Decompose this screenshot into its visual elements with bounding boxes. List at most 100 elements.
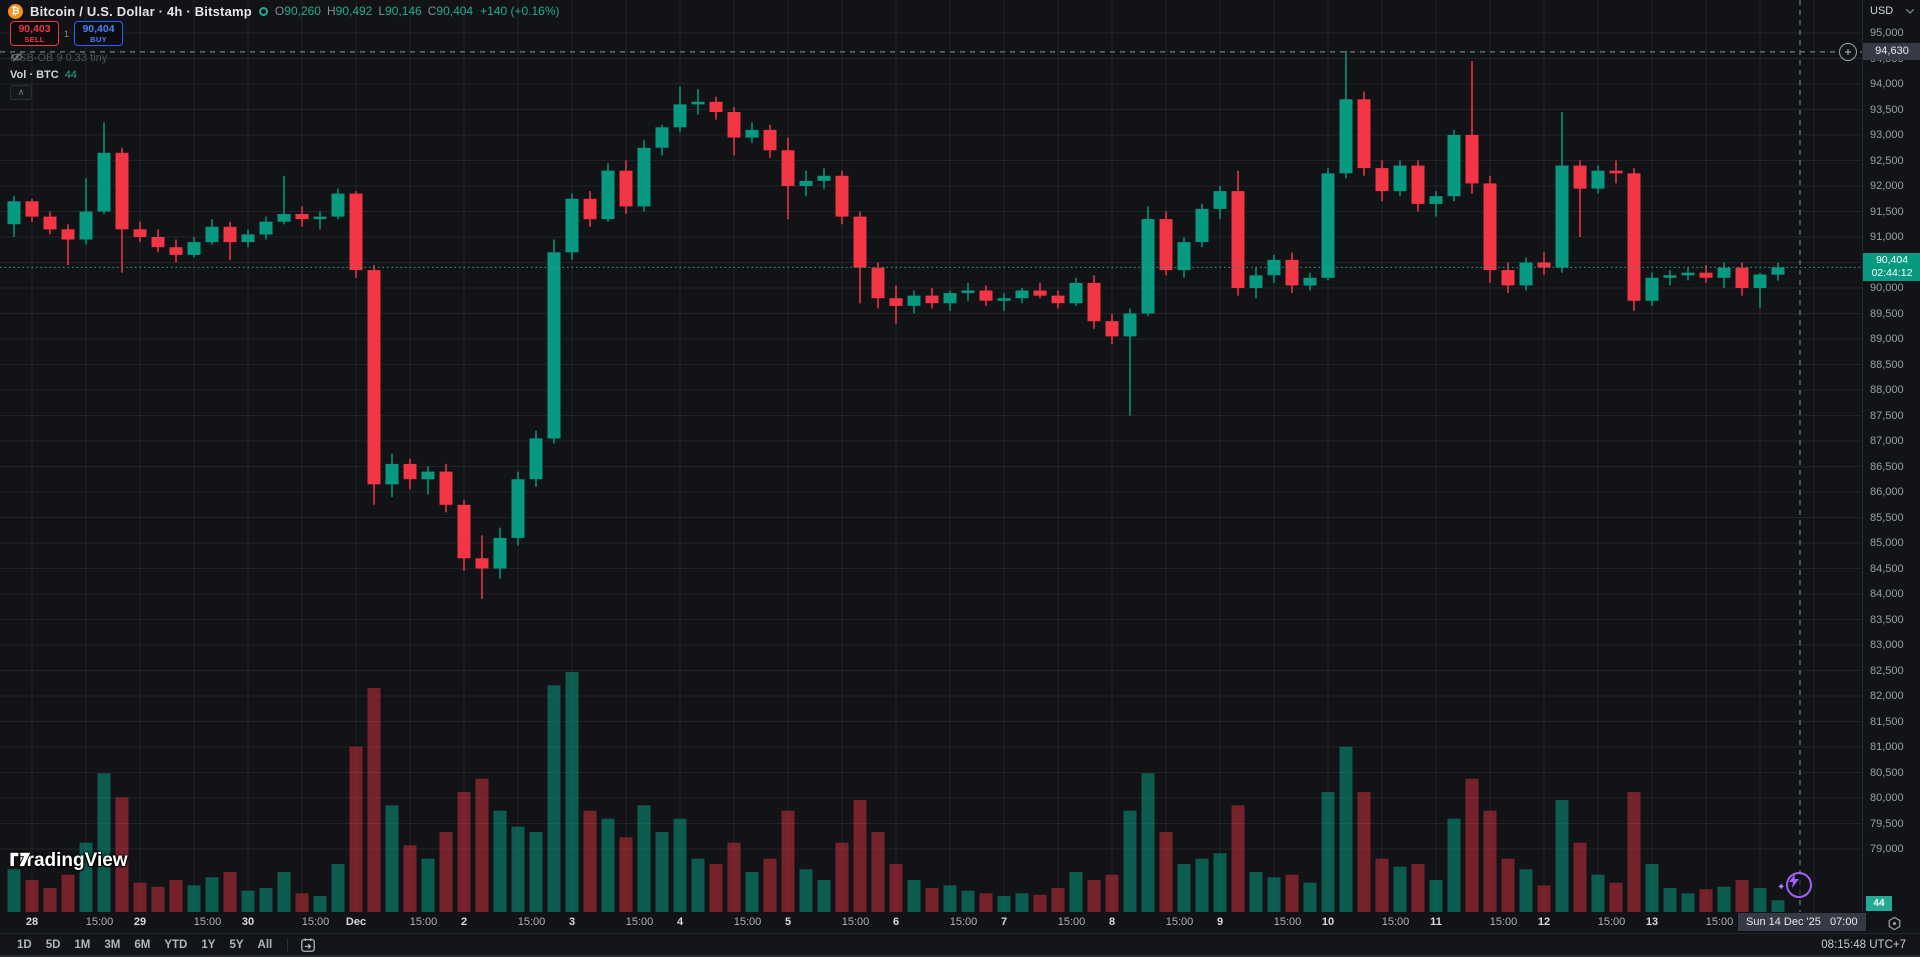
time-tick-intraday: 15:00 [1381, 916, 1410, 928]
price-tick: 81,000 [1870, 741, 1904, 753]
price-tick: 85,500 [1870, 511, 1904, 524]
time-tick-day: 5 [784, 916, 792, 928]
time-tick-day: 28 [25, 916, 39, 928]
range-button-5y[interactable]: 5Y [229, 938, 244, 951]
time-tick-intraday: 15:00 [85, 916, 114, 928]
candlesticks [7, 50, 1785, 600]
price-axis[interactable]: USD 94,630 90,404 02:44:12 44 79,000 79,5… [1862, 0, 1920, 912]
time-tick-day: 11 [1430, 916, 1442, 928]
add-alert-plus-icon[interactable]: + [1839, 43, 1857, 61]
price-tick: 80,000 [1870, 792, 1904, 804]
session-clock[interactable]: 08:15:48 UTC+7 [1821, 938, 1906, 951]
range-button-1m[interactable]: 1M [74, 938, 91, 951]
price-tick: 85,000 [1870, 537, 1904, 549]
sell-button[interactable]: 90,403 SELL [10, 21, 59, 46]
symbol-title[interactable]: Bitcoin / U.S. Dollar · 4h · Bitstamp [30, 3, 252, 19]
price-tick: 87,500 [1870, 409, 1904, 422]
time-tick-day: 6 [892, 916, 900, 928]
indicator-legend[interactable]: MSB-OB 9 0.33 tiny [10, 51, 108, 64]
time-tick-intraday: 15:00 [1597, 916, 1626, 928]
price-tick: 82,000 [1870, 690, 1904, 702]
date-range-buttons: 1D 5D 1M 3M 6M YTD 1Y 5Y All [10, 935, 279, 955]
price-tick: 92,000 [1870, 180, 1904, 192]
time-tick-day: 9 [1216, 916, 1224, 928]
tradingview-watermark: TradingView [10, 850, 128, 872]
time-tick-intraday: 15:00 [517, 916, 546, 928]
chevron-down-icon [1906, 8, 1914, 14]
time-tick-intraday: 15:00 [193, 916, 222, 928]
crosshair-price-label: 94,630 [1863, 43, 1920, 61]
ohlc-item: O90,260 [274, 4, 321, 18]
price-tick: 93,500 [1870, 103, 1904, 116]
time-tick-day: 2 [460, 916, 468, 928]
time-tick-day: 8 [1108, 916, 1116, 928]
time-tick-intraday: 15:00 [1705, 916, 1734, 928]
chart-pane[interactable]: ₿ Bitcoin / U.S. Dollar · 4h · Bitstamp … [0, 0, 1862, 912]
price-tick: 84,500 [1870, 562, 1904, 575]
currency-selector[interactable]: USD [1867, 3, 1917, 19]
watermark-text: TradingView [16, 850, 128, 871]
grid [0, 0, 1862, 912]
time-tick-day: 30 [241, 916, 255, 928]
price-tick: 94,000 [1870, 78, 1904, 90]
price-tick: 83,500 [1870, 613, 1904, 626]
collapse-legend-button[interactable]: ∧ [10, 85, 32, 100]
volume-axis-badge: 44 [1866, 896, 1892, 911]
go-to-date-button[interactable] [296, 935, 320, 955]
time-axis[interactable]: Sun 14 Dec '25 07:00 28 15:00 2 9 15:00 30 15:… [0, 912, 1920, 933]
candlestick-chart[interactable] [0, 0, 1862, 912]
price-tick: 86,000 [1870, 486, 1904, 498]
currency-label: USD [1870, 5, 1894, 17]
range-button-1y[interactable]: 1Y [201, 938, 216, 951]
range-button-all[interactable]: All [257, 938, 273, 951]
time-tick-intraday: 15:00 [301, 916, 330, 928]
price-tick: 88,500 [1870, 358, 1904, 371]
price-tick: 82,500 [1870, 664, 1904, 677]
range-button-ytd[interactable]: YTD [164, 938, 188, 951]
price-tick: 80,500 [1870, 766, 1904, 779]
price-tick: 90,000 [1870, 282, 1904, 294]
price-tick: 79,500 [1870, 817, 1904, 830]
time-tick-day: 12 [1537, 916, 1551, 928]
volume-legend-value: 44 [64, 68, 77, 81]
bottom-toolbar: 1D 5D 1M 3M 6M YTD 1Y 5Y All 08:15:48 UTC+7 [0, 933, 1920, 957]
time-tick-intraday: 15:00 [1489, 916, 1518, 928]
range-button-5d[interactable]: 5D [45, 938, 61, 951]
sell-label: SELL [24, 35, 45, 44]
range-button-1d[interactable]: 1D [17, 938, 32, 951]
bar-countdown: 02:44:12 [1871, 267, 1913, 280]
time-tick-intraday: 15:00 [949, 916, 978, 928]
crosshair-lines [0, 0, 1862, 912]
crosshair-time-label: Sun 14 Dec '25 07:00 [1738, 913, 1866, 931]
time-tick-day: 10 [1321, 916, 1335, 928]
price-tick: 88,000 [1870, 384, 1904, 396]
price-tick: 89,500 [1870, 307, 1904, 320]
volume-legend-title[interactable]: Vol · BTC [10, 68, 59, 81]
ohlc-item: C90,404 [427, 4, 474, 18]
symbol-header: ₿ Bitcoin / U.S. Dollar · 4h · Bitstamp … [8, 2, 560, 20]
ohlc-item: H90,492 [326, 4, 373, 18]
buy-label: BUY [90, 35, 107, 44]
current-price-label: 90,404 02:44:12 [1863, 253, 1920, 282]
time-tick-intraday: 15:00 [1165, 916, 1194, 928]
ohlc-values: O90,260 H90,492 L90,146 C90,404 [275, 4, 473, 18]
time-tick-intraday: 15:00 [409, 916, 438, 928]
axis-settings-icon[interactable] [1885, 914, 1903, 932]
buy-price: 90,404 [82, 22, 115, 35]
spread-value: 1 [64, 28, 70, 39]
time-tick-day: 4 [676, 916, 684, 928]
price-tick: 86,500 [1870, 460, 1904, 473]
time-tick-day: 13 [1645, 916, 1659, 928]
quick-action-lightning-icon[interactable] [1786, 872, 1812, 898]
order-panel: 90,403 SELL 1 90,404 BUY [10, 21, 124, 46]
last-price: 90,404 [1875, 254, 1909, 267]
market-status-icon[interactable] [258, 6, 268, 16]
time-tick-intraday: 15:00 [1057, 916, 1086, 928]
price-tick: 79,000 [1870, 843, 1904, 855]
buy-button[interactable]: 90,404 BUY [74, 21, 124, 46]
range-button-3m[interactable]: 3M [104, 938, 121, 951]
price-tick: 95,000 [1870, 27, 1904, 39]
time-tick-intraday: 15:00 [733, 916, 762, 928]
ohlc-item: L90,146 [378, 4, 422, 18]
range-button-6m[interactable]: 6M [134, 938, 151, 951]
